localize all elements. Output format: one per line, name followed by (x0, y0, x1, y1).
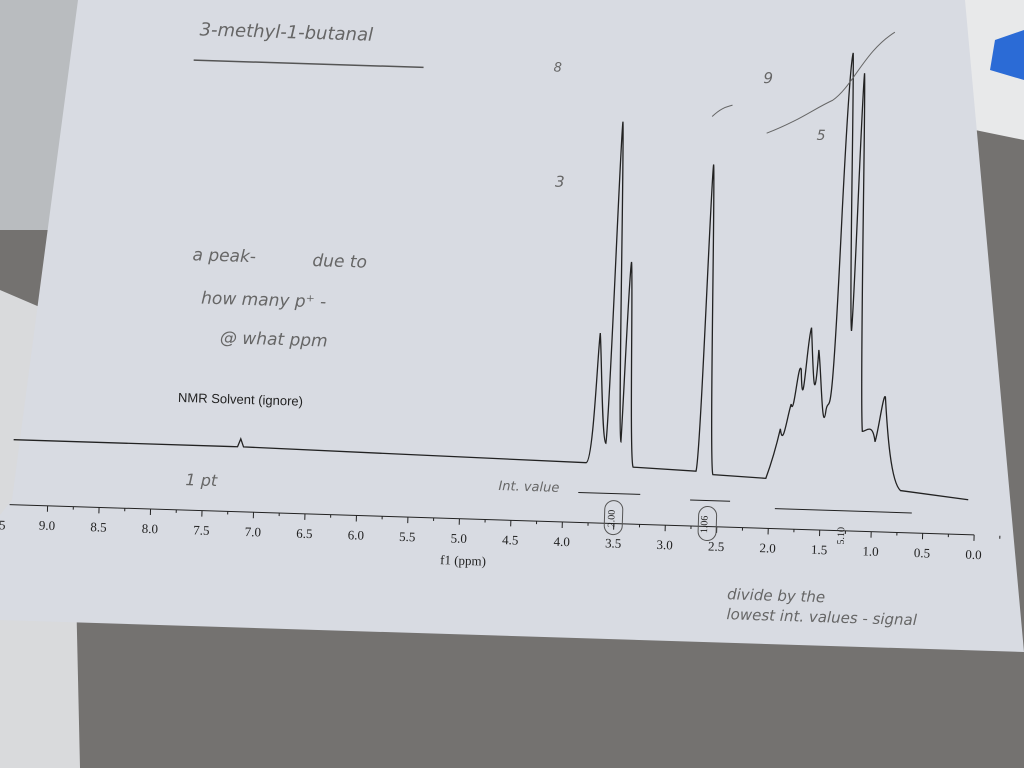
x-tick-label: 6.5 (296, 526, 313, 542)
x-tick-label: 3.0 (656, 537, 673, 553)
x-tick-label: 7.5 (193, 522, 210, 538)
x-tick-label: 4.0 (553, 534, 570, 550)
margin-note: 8 (553, 60, 562, 75)
blue-object (990, 30, 1024, 80)
x-tick-label: 4.5 (502, 532, 519, 548)
note: how many p⁺ - (201, 289, 327, 313)
x-axis (9, 504, 975, 536)
x-tick-label: 3.5 (605, 535, 622, 551)
x-tick-label: 1.5 (811, 542, 828, 558)
x-tick-label: 8.5 (90, 519, 107, 535)
x-ticks: 9.0 8.5 8.0 7.5 7.0 6.5 6.0 5.5 5.0 4.5 4.0 3.5 3.0 2… (39, 505, 1001, 563)
x-tick-label: 8.0 (142, 521, 159, 537)
title-underline (193, 59, 424, 69)
integral-bracket (690, 499, 731, 502)
axis-label: f1 (ppm) (440, 552, 486, 568)
x-tick-label: 5.0 (450, 530, 467, 546)
x-tick-label: 0.0 (965, 547, 982, 563)
scribble (766, 31, 896, 134)
x-tick-label: 1.0 (862, 543, 879, 559)
integral-value: 1.06 (699, 516, 711, 534)
margin-note: 9 (763, 69, 773, 87)
annotation: Int. value (498, 479, 559, 496)
integral-bracket (578, 491, 641, 495)
paper (0, 0, 1024, 652)
integral-value: 2.00 (606, 510, 618, 528)
margin-note: 5 (816, 128, 825, 144)
x-tick-label: 7.0 (245, 524, 262, 540)
x-tick-label: 5.5 (399, 529, 416, 545)
x-tick-label: 0.5 (914, 545, 931, 561)
x-tick-label: 2.0 (759, 540, 776, 556)
circle-mark (603, 500, 624, 536)
note: a peak- (192, 245, 256, 267)
solvent-label: NMR Solvent (ignore) (178, 390, 303, 409)
note: due to (312, 251, 367, 273)
integral-bracket (774, 508, 912, 514)
annotation: divide by the (727, 585, 826, 606)
integral-value: 5.10 (836, 527, 848, 545)
x-tick-label: 2.5 (708, 539, 725, 555)
x-tick-label: 6.0 (347, 527, 364, 543)
x-tick-label: 5 (0, 517, 6, 532)
spectrum-line (13, 52, 969, 501)
x-tick-label: 9.0 (39, 518, 56, 534)
note: @ what ppm (220, 328, 328, 351)
margin-note: 3 (555, 173, 565, 191)
annotation: 1 pt (185, 470, 218, 490)
scribble (711, 104, 733, 117)
circle-mark (697, 506, 718, 542)
